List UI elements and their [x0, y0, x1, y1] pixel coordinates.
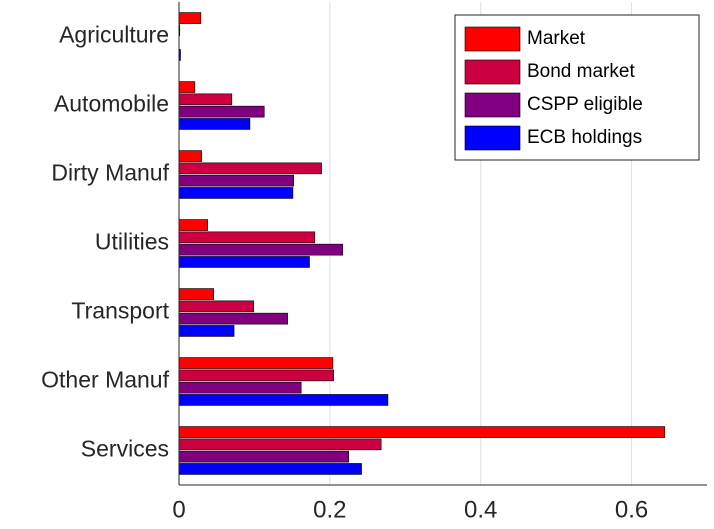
legend-swatch [464, 125, 521, 151]
y-tick-label: Utilities [95, 229, 169, 255]
bar [178, 357, 334, 369]
x-tick-label: 0.4 [464, 496, 497, 523]
legend-swatch [464, 26, 521, 52]
y-tick-label: Agriculture [59, 22, 169, 48]
bar [178, 450, 350, 463]
y-tick-label: Transport [71, 298, 169, 324]
bar [178, 231, 316, 244]
legend-label: Bond market [527, 61, 635, 82]
y-tick-label: Dirty Manuf [51, 160, 169, 186]
bar [178, 105, 265, 118]
bar [178, 187, 294, 199]
bar [178, 118, 251, 130]
y-tick-label: Automobile [54, 91, 169, 117]
bar [178, 162, 322, 175]
bar [178, 243, 343, 256]
bar [178, 463, 362, 475]
bar [178, 300, 254, 313]
bar [178, 219, 208, 231]
y-tick-label: Other Manuf [41, 367, 169, 393]
x-tick-label: 0 [172, 496, 185, 523]
legend-swatch [464, 59, 521, 85]
bar [178, 93, 233, 106]
bar [178, 426, 666, 438]
x-tick-label: 0.6 [615, 496, 648, 523]
x-tick-label: 0.2 [313, 496, 346, 523]
bar [178, 288, 214, 300]
bar [178, 150, 202, 162]
bar [178, 312, 288, 325]
legend-swatch [464, 92, 521, 118]
legend-label: ECB holdings [527, 127, 642, 148]
legend-label: Market [527, 28, 586, 49]
bar [178, 325, 235, 337]
bar [178, 369, 334, 382]
bar [178, 256, 310, 268]
bar [178, 394, 389, 406]
bar [178, 81, 196, 93]
bar [178, 381, 302, 394]
legend-label: CSPP eligible [527, 94, 643, 115]
bar [178, 438, 382, 451]
y-tick-label: Services [81, 436, 169, 462]
bar [178, 12, 202, 24]
bar [178, 174, 294, 187]
